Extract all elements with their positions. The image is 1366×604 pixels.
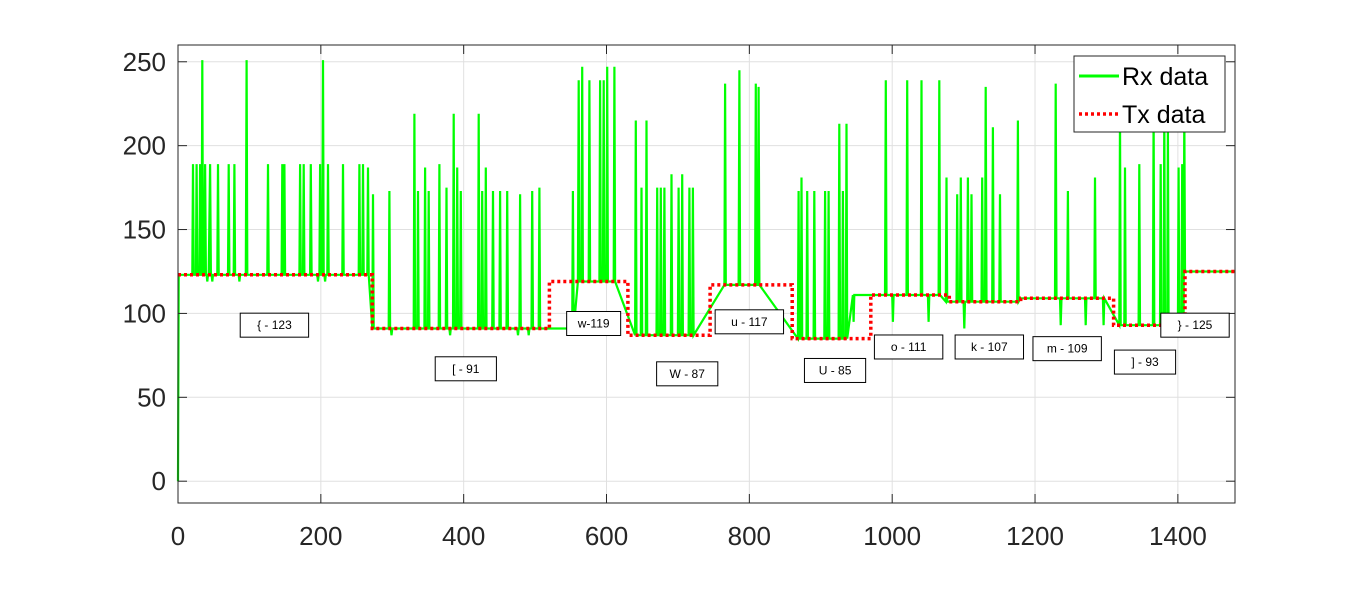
annotation-label: W - 87 (670, 367, 706, 381)
x-tick-label: 0 (171, 521, 185, 551)
annotation-frame (1113, 349, 1177, 375)
x-tick-label: 1400 (1149, 521, 1207, 551)
y-tick-label: 150 (123, 215, 166, 245)
annotation-frame (873, 334, 944, 360)
annotation-label: k - 107 (971, 340, 1008, 354)
annotation-frame (714, 309, 785, 335)
annotation-box: U - 85 (803, 357, 867, 383)
annotation-box: u - 117 (714, 309, 785, 335)
annotation-label: } - 125 (1178, 318, 1213, 332)
legend-box (1073, 55, 1226, 133)
annotation-frame (803, 357, 867, 383)
annotation-box: ] - 93 (1113, 349, 1177, 375)
axes-box (177, 44, 1236, 504)
legend-rx-label: Rx data (1122, 63, 1208, 91)
annotation-box: o - 111 (873, 334, 944, 360)
annotation-frame (239, 312, 310, 338)
x-tick-label: 800 (728, 521, 771, 551)
annotation-label: U - 85 (819, 363, 852, 377)
series-layer (176, 60, 1235, 482)
annotation-box: m - 109 (1032, 336, 1102, 362)
axis-ticks: 0 200 400 600 800 1000 1200 1400 0 50 100 150 200 250 (123, 45, 1235, 551)
annotation-frame (656, 361, 719, 387)
x-tick-label: 1000 (863, 521, 921, 551)
annotation-box: k - 107 (954, 334, 1025, 360)
y-tick-label: 50 (137, 382, 166, 412)
annotation-label: u - 117 (731, 315, 768, 329)
x-tick-label: 200 (299, 521, 342, 551)
legend-tx-label: Tx data (1122, 101, 1205, 129)
y-tick-label: 0 (152, 466, 166, 496)
annotation-frame (954, 334, 1025, 360)
x-tick-label: 600 (585, 521, 628, 551)
tx-data-line (178, 269, 1235, 341)
annotation-box: } - 125 (1160, 312, 1230, 338)
legend: Rx data Tx data (1073, 55, 1226, 133)
annotation-label: m - 109 (1047, 342, 1088, 356)
annotation-label: o - 111 (891, 340, 927, 354)
annotation-box: { - 123 (239, 312, 310, 338)
annotation-label: [ - 91 (452, 362, 480, 376)
y-tick-label: 200 (123, 131, 166, 161)
annotation-box: w-119 (566, 310, 622, 336)
annotation-box: [ - 91 (434, 356, 497, 382)
annotation-frame (1160, 312, 1230, 338)
annotation-frame (1032, 336, 1102, 362)
annotation-frame (566, 310, 622, 336)
y-tick-label: 250 (123, 47, 166, 77)
annotation-box: W - 87 (656, 361, 719, 387)
annotation-frame (434, 356, 497, 382)
annotation-label: ] - 93 (1131, 355, 1159, 369)
x-tick-label: 400 (442, 521, 485, 551)
y-tick-label: 100 (123, 298, 166, 328)
annotation-label: w-119 (577, 316, 610, 330)
x-tick-label: 1200 (1006, 521, 1064, 551)
annotation-layer: { - 123 [ - 91 w-119 W - 87 u - 117 U - 85 o -… (239, 309, 1230, 387)
annotation-label: { - 123 (257, 318, 292, 332)
